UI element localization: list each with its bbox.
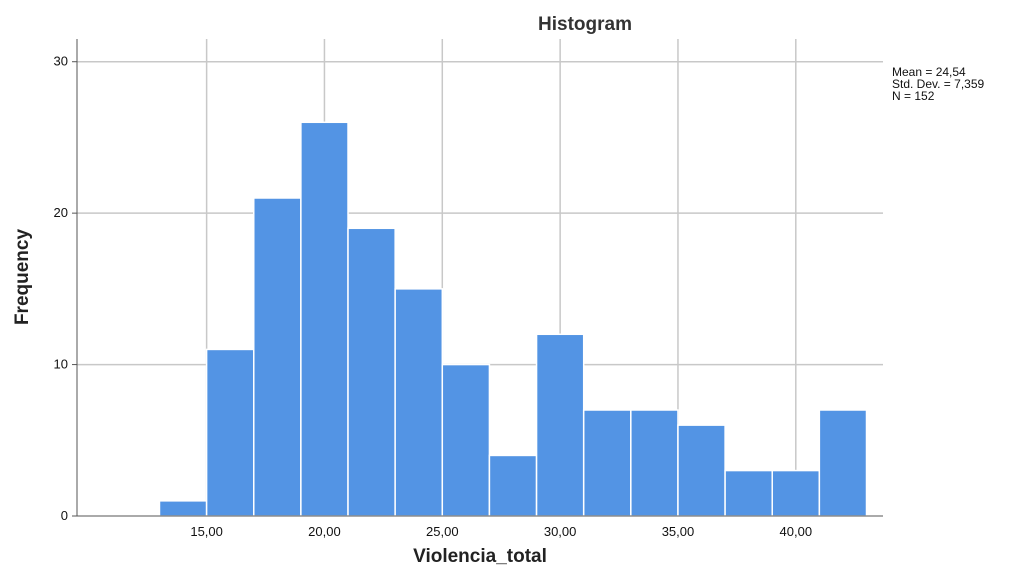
histogram-bar [771,469,821,517]
x-tick-label: 25,00 [426,524,459,539]
stats-box: Mean = 24,54 Std. Dev. = 7,359 N = 152 [892,65,984,103]
stats-std-dev: Std. Dev. = 7,359 [892,77,984,91]
stats-n: N = 152 [892,89,935,103]
y-tick-label: 30 [54,54,68,69]
x-tick-label: 35,00 [662,524,695,539]
x-tick-label: 30,00 [544,524,577,539]
histogram-bar [582,409,632,517]
histogram-bar [158,500,208,517]
histogram-bar [488,454,538,517]
stats-mean: Mean = 24,54 [892,65,966,79]
tick-labels: 15,00 20,00 25,00 30,00 35,00 40,00 0 10 20 30 [54,54,813,539]
histogram-bar [205,348,255,517]
histogram-bar [300,121,349,517]
histogram-bar [347,227,396,517]
histogram-bar [535,333,585,517]
y-axis-label: Frequency [12,229,33,326]
histogram-bar [253,197,302,517]
x-axis-label: Violencia_total [413,546,547,567]
x-tick-label: 20,00 [308,524,341,539]
x-tick-label: 15,00 [190,524,223,539]
y-tick-label: 10 [54,357,68,372]
y-tick-label: 0 [61,508,68,523]
histogram-bar [677,424,726,517]
histogram-bar [818,409,868,517]
y-tick-label: 20 [54,205,68,220]
histogram-bar [441,363,491,517]
bars [158,121,868,517]
chart-title: Histogram [538,14,632,35]
axes [76,39,883,517]
histogram-bar [394,288,444,517]
histogram-bar [630,409,679,517]
x-tick-label: 40,00 [780,524,813,539]
histogram-bar [724,469,773,517]
